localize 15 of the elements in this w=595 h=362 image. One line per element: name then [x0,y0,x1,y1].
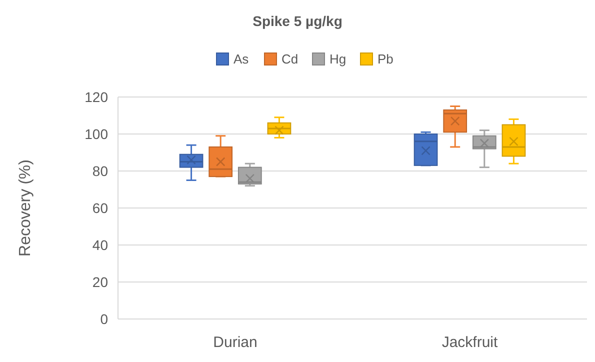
legend-label: Pb [378,52,394,67]
legend-label: Hg [330,52,346,67]
chart-title: Spike 5 µg/kg [252,13,342,29]
legend-label: Cd [282,52,298,67]
y-tick-label: 80 [92,162,108,179]
y-axis-title: Recovery (%) [17,160,34,256]
y-tick-label: 40 [92,236,108,253]
y-tick-label: 0 [100,310,108,327]
x-tick-label: Durian [213,334,258,351]
y-tick-label: 100 [84,126,108,142]
y-tick-label: 120 [84,88,108,105]
y-tick-label: 20 [92,274,108,290]
y-tick-label: 60 [92,200,108,216]
x-tick-label: Jackfruit [442,334,498,351]
legend-label: As [234,52,250,67]
